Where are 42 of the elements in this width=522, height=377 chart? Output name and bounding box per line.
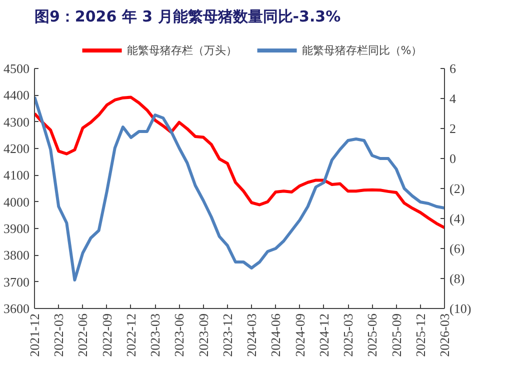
x-tick-label: 2022-06 (75, 313, 90, 357)
line-series (34, 96, 444, 282)
x-tick-label: 2023-06 (172, 313, 187, 357)
y-tick-label: 3900 (4, 221, 30, 236)
x-tick-label: 2025-03 (340, 313, 356, 357)
x-tick-label: 2025-12 (412, 313, 428, 357)
y2-tick-label: (6) (450, 241, 465, 256)
y2-tick-label: 6 (450, 61, 456, 76)
legend-label: 能繁母猪存栏同比（%） (302, 42, 422, 58)
y2-tick-label: 0 (450, 151, 456, 166)
y2-tick-label: (10) (450, 301, 472, 316)
y-tick-label: 4300 (4, 114, 30, 130)
x-tick-label: 2023-09 (196, 313, 211, 357)
y-tick-label: 3800 (4, 248, 30, 263)
x-tick-label: 2025-06 (364, 313, 380, 357)
x-tick-label: 2024-12 (316, 313, 332, 357)
y-tick-label: 4100 (4, 168, 30, 183)
y-tick-label: 3600 (4, 301, 30, 316)
x-tick-label: 2022-09 (99, 313, 114, 357)
chart-title: 图9：2026 年 3 月能繁母猪数量同比-3.3% (34, 8, 341, 26)
y-tick-label: 4200 (4, 141, 30, 156)
y2-tick-label: (8) (450, 271, 465, 286)
y2-tick-label: 4 (450, 91, 456, 106)
y2-tick-label: (2) (450, 181, 465, 196)
y2-tick-label: (4) (450, 211, 465, 226)
y-tick-label: 4400 (4, 88, 30, 103)
x-tick-label: 2026-03 (437, 313, 452, 357)
x-tick-label: 2022-12 (123, 313, 138, 357)
y-tick-label: 4500 (4, 61, 30, 76)
x-tick-label: 2025-09 (388, 313, 404, 357)
x-tick-label: 2024-09 (292, 313, 308, 357)
y2-tick-label: 2 (450, 121, 456, 136)
y-tick-label: 3700 (4, 274, 30, 290)
line-series (34, 96, 444, 230)
x-tick-label: 2022-03 (51, 313, 66, 357)
x-tick-label: 2024-06 (268, 313, 284, 357)
x-tick-label: 2021-12 (27, 313, 42, 357)
x-tick-label: 2023-03 (148, 313, 163, 357)
legend-label: 能繁母猪存栏（万头） (126, 42, 237, 58)
x-tick-label: 2023-12 (220, 313, 235, 357)
x-tick-label: 2024-03 (244, 313, 260, 357)
y-tick-label: 4000 (4, 194, 30, 210)
